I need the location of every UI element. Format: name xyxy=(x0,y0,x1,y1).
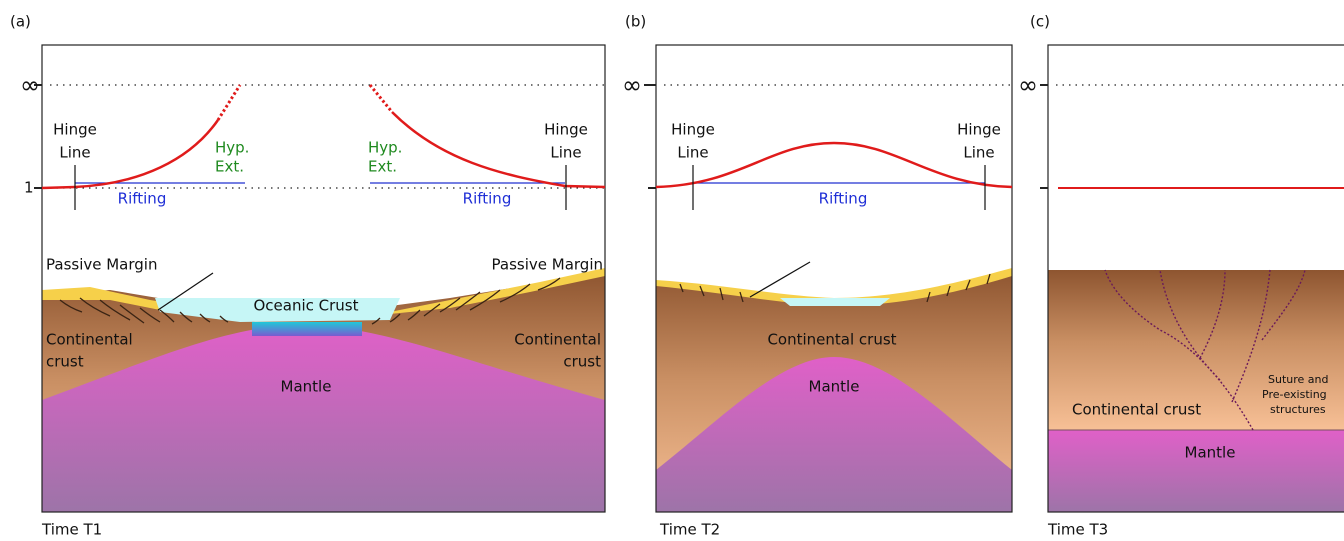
hyp-label: Hyp. xyxy=(215,139,249,157)
panel-label: (a) xyxy=(10,13,31,31)
hinge-label: Hinge xyxy=(957,121,1001,139)
hyp-label: Hyp. xyxy=(368,139,402,157)
hinge-label: Line xyxy=(677,144,708,162)
oceanic-label: Oceanic Crust xyxy=(253,297,358,315)
panel-a: (a) ∞ 1 Hinge Line Hinge Line Hyp. Ext. … xyxy=(10,13,606,539)
axis-one: 1 xyxy=(24,179,34,197)
hinge-label: Hinge xyxy=(544,121,588,139)
panel-label: (c) xyxy=(1030,13,1050,31)
time-label: Time T1 xyxy=(41,521,102,539)
axis-infinity: ∞ xyxy=(622,71,642,99)
passive-margin-label: Passive Margin xyxy=(492,256,603,274)
panel-label: (b) xyxy=(625,13,646,31)
hyp-label: Ext. xyxy=(368,158,397,176)
panel-b: (b) ∞ Hinge Line Hinge Line Rifting Cont… xyxy=(622,13,1013,539)
hinge-label: Line xyxy=(550,144,581,162)
crust-label: Continental xyxy=(514,331,601,349)
crust-label: crust xyxy=(46,353,84,371)
crust-label: Continental crust xyxy=(1072,401,1201,419)
hinge-label: Hinge xyxy=(53,121,97,139)
hyp-label: Ext. xyxy=(215,158,244,176)
time-label: Time T3 xyxy=(1047,521,1108,539)
hinge-label: Line xyxy=(59,144,90,162)
cross-section xyxy=(656,268,1012,512)
cross-section xyxy=(42,268,605,512)
axis-infinity: ∞ xyxy=(1018,71,1038,99)
axis-infinity: ∞ xyxy=(20,71,40,99)
mantle-label: Mantle xyxy=(281,378,332,396)
passive-margin-label: Passive Margin xyxy=(46,256,157,274)
suture-label: structures xyxy=(1270,403,1326,416)
rifting-label: Rifting xyxy=(819,190,868,208)
crust-label: Continental xyxy=(46,331,133,349)
suture-label: Pre-existing xyxy=(1262,388,1327,401)
time-label: Time T2 xyxy=(659,521,720,539)
crust-label: Continental crust xyxy=(767,331,896,349)
rifting-label: Rifting xyxy=(118,190,167,208)
hinge-label: Line xyxy=(963,144,994,162)
crust-label: crust xyxy=(563,353,601,371)
mantle-label: Mantle xyxy=(1185,444,1236,462)
hinge-label: Hinge xyxy=(671,121,715,139)
panel-c: (c) ∞ Continental crust Suture and Pre-e… xyxy=(1018,13,1344,539)
rifting-label: Rifting xyxy=(463,190,512,208)
suture-label: Suture and xyxy=(1268,373,1328,386)
cross-section xyxy=(1048,269,1344,512)
mantle-label: Mantle xyxy=(809,378,860,396)
